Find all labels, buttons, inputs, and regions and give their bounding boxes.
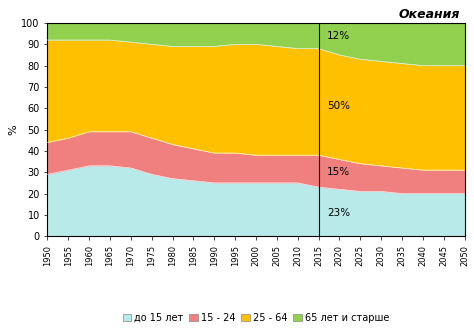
Text: 15%: 15% [327, 167, 350, 177]
Text: 23%: 23% [327, 208, 350, 218]
Text: Океания: Океания [399, 8, 460, 21]
Legend: до 15 лет, 15 - 24, 25 - 64, 65 лет и старше: до 15 лет, 15 - 24, 25 - 64, 65 лет и ст… [118, 309, 393, 327]
Text: 12%: 12% [327, 31, 350, 41]
Text: 50%: 50% [327, 101, 350, 111]
Y-axis label: %: % [9, 124, 18, 135]
